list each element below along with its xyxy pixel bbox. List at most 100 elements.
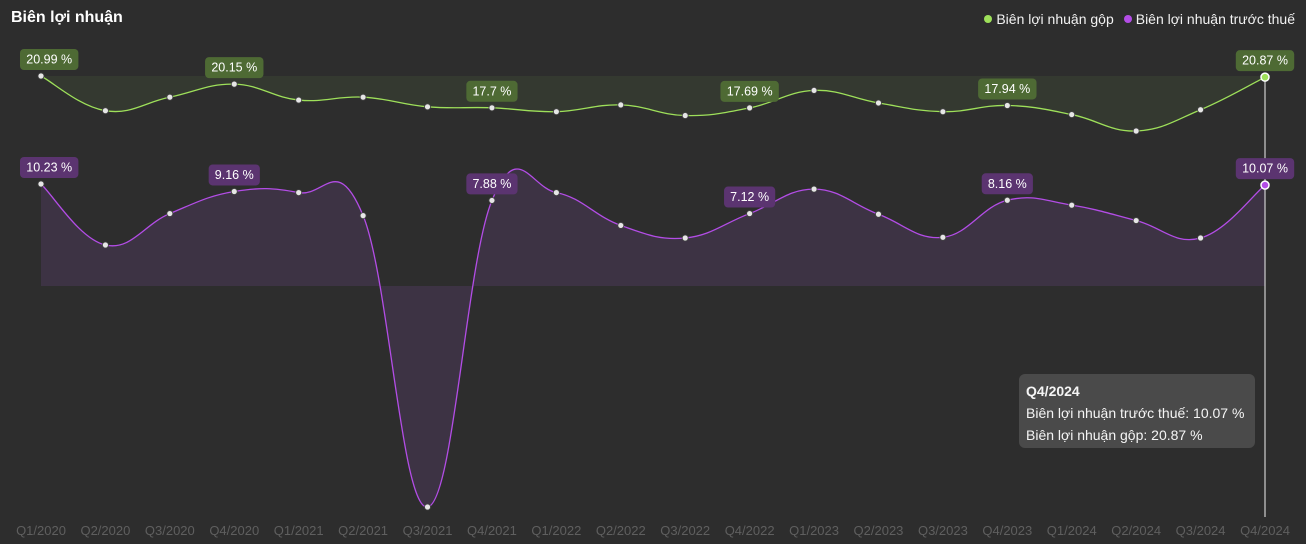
pretax-data-label: 10.07 % bbox=[1242, 162, 1288, 176]
x-tick-label: Q1/2020 bbox=[16, 523, 66, 538]
gross-data-label: 17.94 % bbox=[984, 82, 1030, 96]
gross-data-label-bg bbox=[720, 80, 779, 102]
pretax-point bbox=[230, 188, 238, 195]
gross-point bbox=[102, 107, 109, 115]
gross-data-label: 20.87 % bbox=[1242, 54, 1288, 68]
pretax-point bbox=[552, 189, 560, 196]
x-tick-label: Q2/2022 bbox=[596, 523, 646, 538]
x-tick-label: Q3/2021 bbox=[403, 523, 453, 538]
pretax-point bbox=[102, 241, 109, 249]
pretax-point bbox=[810, 185, 818, 193]
pretax-point bbox=[617, 222, 625, 229]
gross-point bbox=[1132, 127, 1140, 135]
gross-data-label-bg bbox=[205, 57, 264, 79]
legend-gross-label: Biên lợi nhuận gộp bbox=[996, 11, 1114, 27]
pretax-data-label-bg bbox=[208, 164, 260, 186]
legend-item-pretax[interactable]: Biên lợi nhuận trước thuế bbox=[1123, 11, 1295, 27]
pretax-point bbox=[295, 189, 303, 196]
pretax-point bbox=[1260, 180, 1270, 190]
gross-point bbox=[875, 99, 882, 107]
pretax-data-label: 9.16 % bbox=[215, 168, 254, 182]
pretax-point bbox=[1197, 234, 1204, 242]
gross-point bbox=[746, 104, 754, 112]
pretax-point bbox=[359, 212, 367, 220]
pretax-data-label: 7.88 % bbox=[472, 177, 511, 191]
pretax-data-label: 7.12 % bbox=[730, 190, 769, 204]
tooltip-line-gross: Biên lợi nhuận gộp: 20.87 % bbox=[1026, 427, 1203, 443]
pretax-data-label-bg bbox=[466, 173, 518, 195]
tooltip: Q4/2024 Biên lợi nhuận trước thuế: 10.07… bbox=[1019, 374, 1255, 448]
pretax-data-label: 10.23 % bbox=[26, 161, 72, 175]
gross-point bbox=[617, 101, 625, 109]
gross-point bbox=[230, 80, 238, 88]
x-tick-label: Q3/2020 bbox=[145, 523, 195, 538]
x-tick-label: Q4/2021 bbox=[467, 523, 517, 538]
legend-pretax-dot bbox=[1123, 15, 1132, 23]
gross-point bbox=[488, 104, 496, 112]
pretax-data-label-bg bbox=[20, 157, 79, 178]
x-tick-label: Q1/2023 bbox=[789, 523, 839, 538]
pretax-line bbox=[40, 168, 1266, 508]
legend: Biên lợi nhuận gộp Biên lợi nhuận trước … bbox=[984, 11, 1295, 27]
tooltip-line-pretax: Biên lợi nhuận trước thuế: 10.07 % bbox=[1026, 405, 1245, 421]
x-tick-label: Q1/2024 bbox=[1047, 523, 1097, 538]
pretax-point bbox=[1003, 196, 1011, 204]
gross-point bbox=[552, 108, 560, 116]
gross-point bbox=[1197, 106, 1204, 114]
gross-line bbox=[40, 75, 1266, 132]
x-tick-label: Q2/2021 bbox=[338, 523, 388, 538]
pretax-area bbox=[41, 168, 1265, 508]
pretax-point bbox=[681, 234, 689, 242]
gross-point bbox=[295, 96, 303, 104]
gross-data-label: 20.99 % bbox=[26, 53, 72, 67]
gross-point bbox=[37, 72, 45, 80]
gross-data-label-bg bbox=[466, 80, 518, 102]
x-tick-label: Q4/2023 bbox=[982, 523, 1032, 538]
legend-pretax-label: Biên lợi nhuận trước thuế bbox=[1135, 11, 1295, 27]
x-tick-label: Q3/2024 bbox=[1176, 523, 1226, 538]
pretax-point bbox=[1068, 201, 1076, 209]
x-tick-label: Q1/2022 bbox=[531, 523, 581, 538]
gross-data-label: 20.15 % bbox=[211, 61, 257, 75]
pretax-point bbox=[37, 180, 45, 188]
gross-point bbox=[681, 112, 689, 119]
x-tick-label: Q4/2024 bbox=[1240, 523, 1290, 538]
pretax-point bbox=[424, 503, 431, 511]
legend-item-gross[interactable]: Biên lợi nhuận gộp bbox=[984, 11, 1114, 27]
pretax-data-label-bg bbox=[724, 186, 776, 208]
gross-area bbox=[41, 76, 1265, 132]
gross-point bbox=[1260, 72, 1270, 82]
pretax-point bbox=[1132, 217, 1140, 224]
gross-data-label-bg bbox=[20, 49, 79, 70]
gross-point bbox=[1068, 111, 1076, 118]
gross-point bbox=[359, 93, 367, 101]
pretax-point bbox=[875, 210, 882, 218]
pretax-point bbox=[939, 233, 947, 241]
x-tick-label: Q2/2020 bbox=[80, 523, 130, 538]
gross-point bbox=[166, 93, 174, 101]
gross-point bbox=[810, 87, 818, 94]
pretax-point bbox=[166, 210, 174, 217]
pretax-data-label: 8.16 % bbox=[988, 177, 1027, 191]
pretax-point bbox=[746, 210, 754, 217]
x-tick-label: Q2/2024 bbox=[1111, 523, 1161, 538]
x-tick-label: Q2/2023 bbox=[854, 523, 904, 538]
gross-point bbox=[939, 108, 947, 116]
gross-data-label: 17.7 % bbox=[472, 84, 511, 98]
x-tick-label: Q1/2021 bbox=[274, 523, 324, 538]
legend-gross-dot bbox=[984, 15, 993, 23]
gross-data-label-bg bbox=[1235, 50, 1295, 72]
pretax-data-label-bg bbox=[981, 173, 1033, 195]
x-tick-label: Q3/2022 bbox=[660, 523, 710, 538]
gross-point bbox=[424, 103, 431, 111]
x-tick-label: Q4/2020 bbox=[209, 523, 259, 538]
gross-data-label: 17.69 % bbox=[727, 84, 773, 98]
gross-point bbox=[1003, 102, 1011, 109]
pretax-point bbox=[488, 197, 496, 204]
gross-data-label-bg bbox=[978, 78, 1037, 100]
x-tick-label: Q4/2022 bbox=[725, 523, 775, 538]
tooltip-title: Q4/2024 bbox=[1026, 383, 1080, 399]
pretax-data-label-bg bbox=[1235, 158, 1295, 180]
chart-title: Biên lợi nhuận bbox=[11, 9, 123, 26]
